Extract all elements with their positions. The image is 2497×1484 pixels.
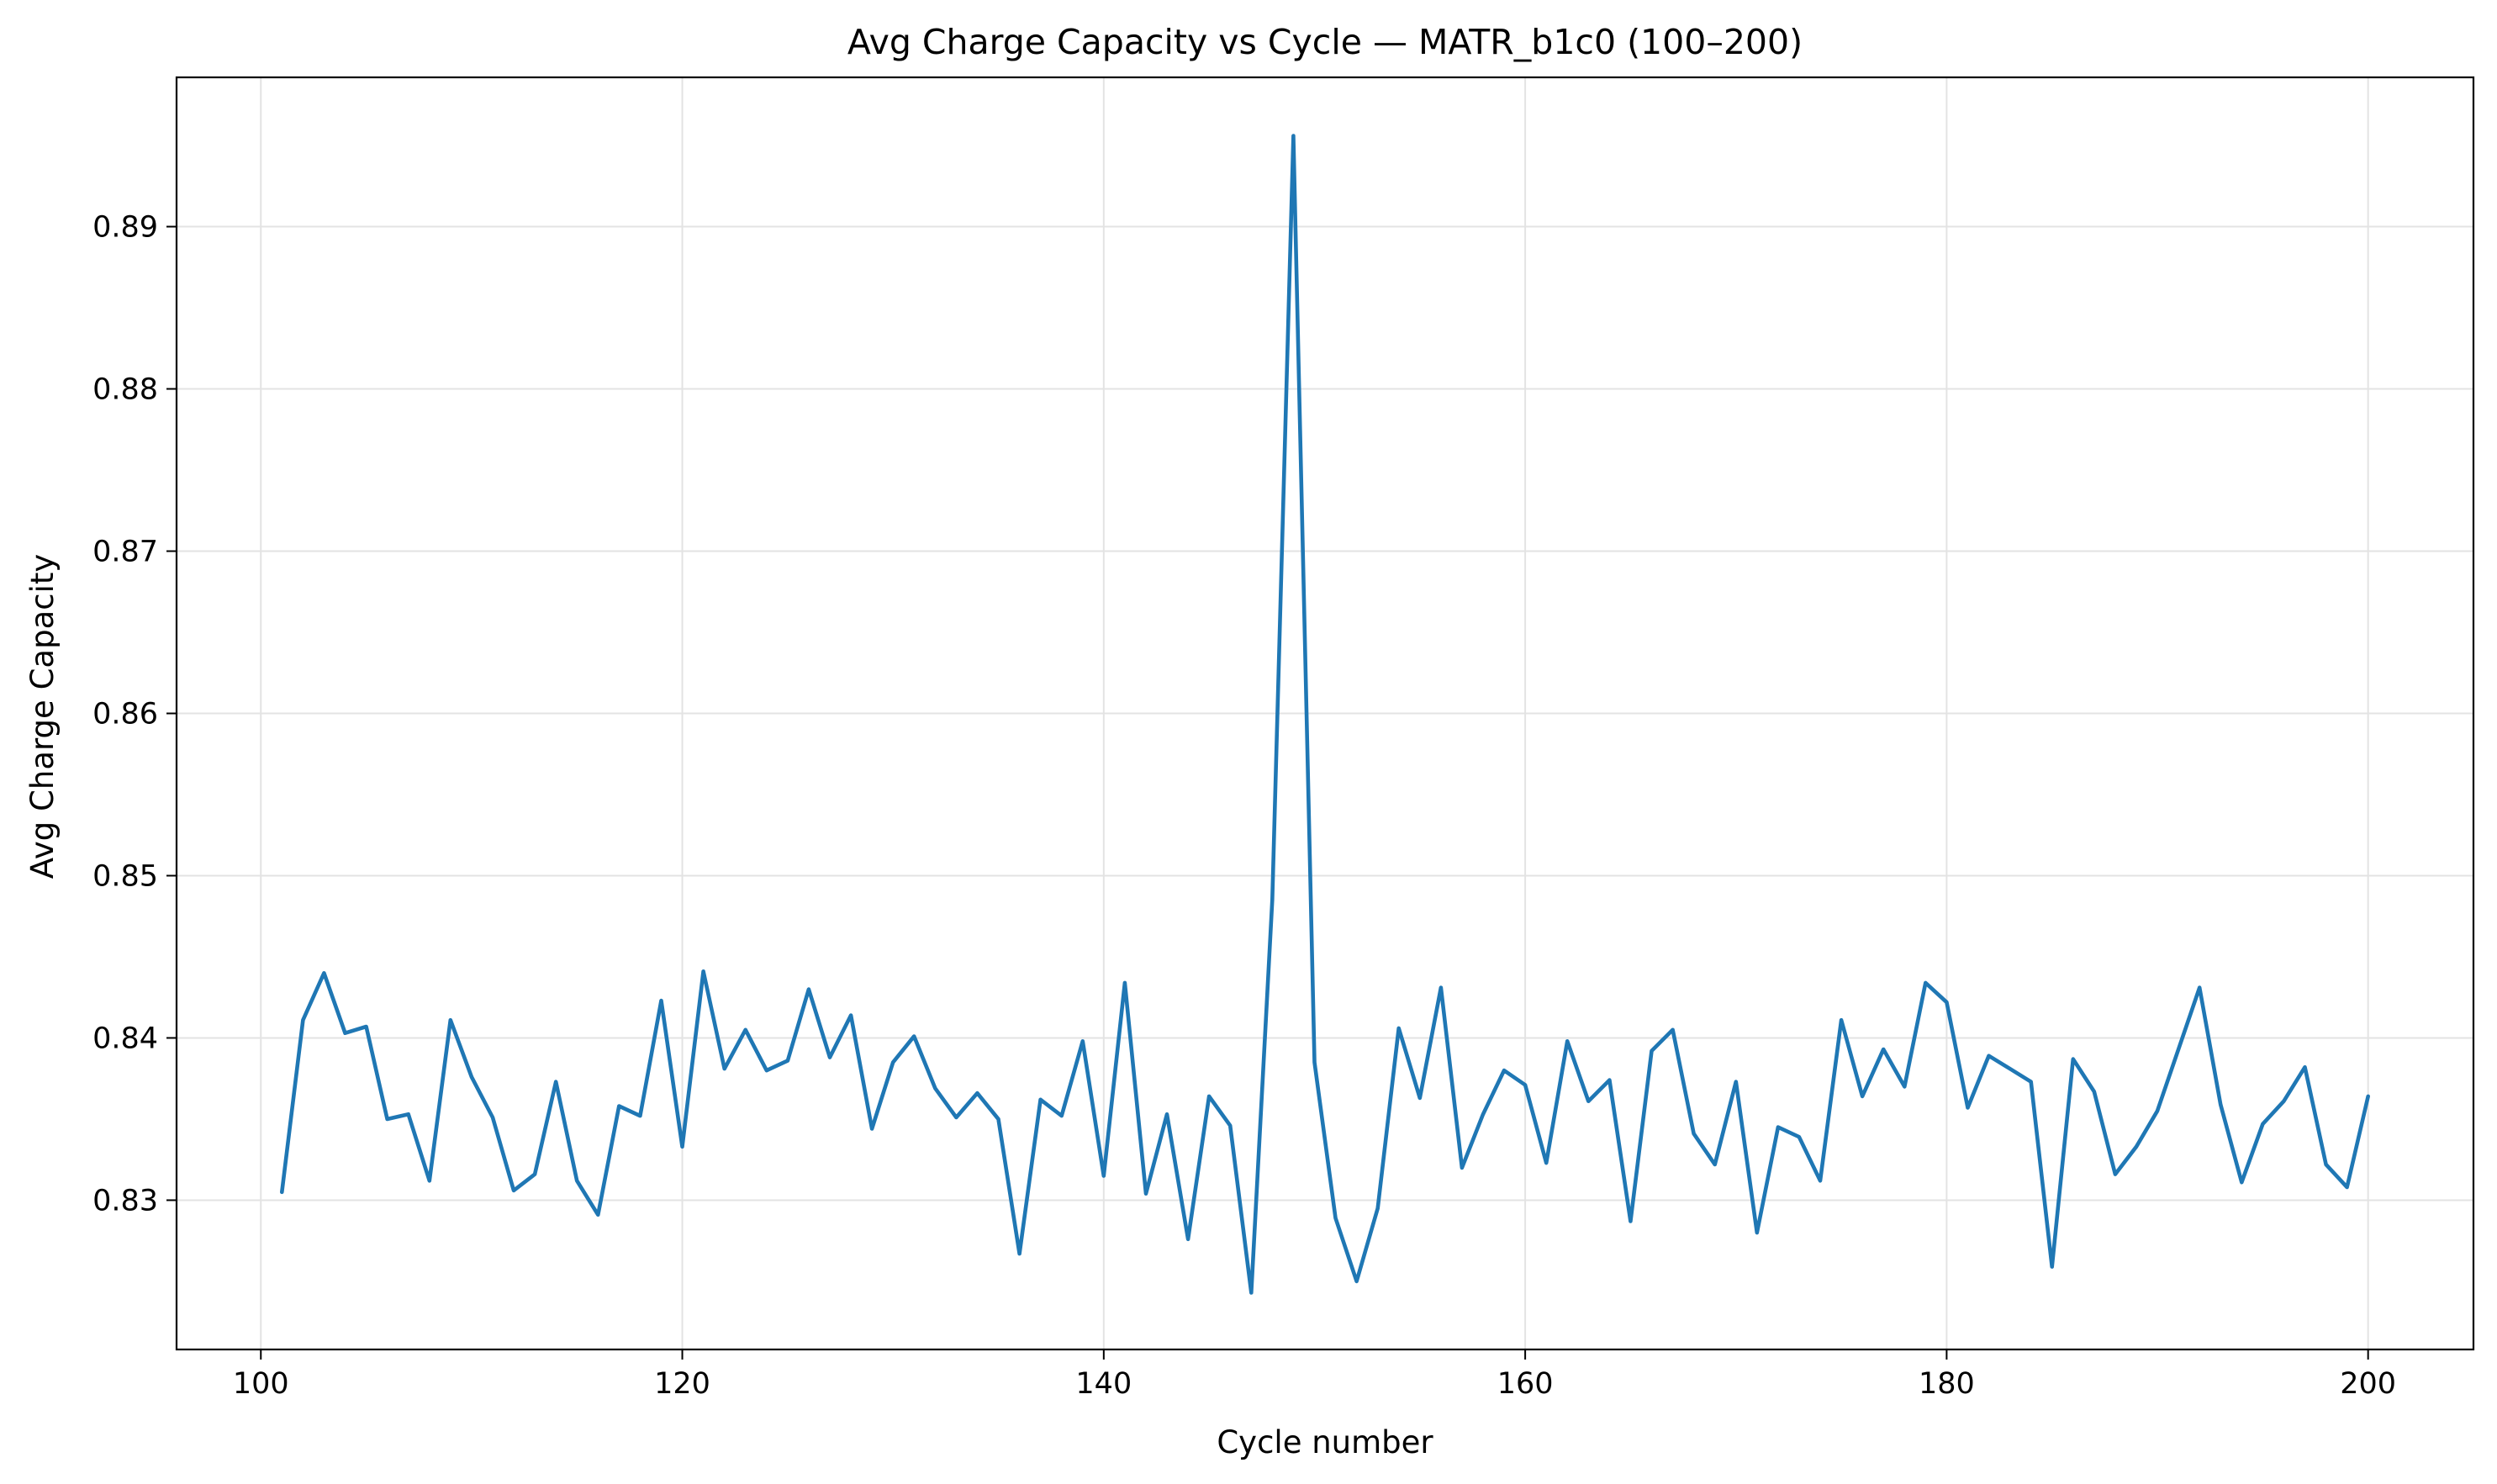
y-tick-label: 0.87 bbox=[92, 536, 158, 569]
chart-title: Avg Charge Capacity vs Cycle — MATR_b1c0… bbox=[847, 22, 1803, 62]
y-tick-label: 0.83 bbox=[92, 1184, 158, 1217]
x-tick-label: 140 bbox=[1075, 1367, 1132, 1401]
y-axis-label: Avg Charge Capacity bbox=[24, 554, 61, 879]
x-tick-label: 100 bbox=[233, 1367, 289, 1401]
x-tick-label: 160 bbox=[1497, 1367, 1554, 1401]
x-tick-label: 180 bbox=[1919, 1367, 1975, 1401]
x-tick-label: 200 bbox=[2340, 1367, 2396, 1401]
x-axis-label: Cycle number bbox=[1217, 1424, 1433, 1460]
x-tick-label: 120 bbox=[654, 1367, 710, 1401]
grid bbox=[177, 77, 2473, 1349]
y-tick-label: 0.86 bbox=[92, 698, 158, 731]
y-tick-label: 0.84 bbox=[92, 1022, 158, 1055]
series-line-MATR_b1c0 bbox=[279, 134, 2370, 1295]
y-tick-label: 0.85 bbox=[92, 859, 158, 893]
axis-ticks: 100 120 140 160 180 200 0.83 0.84 0.85 0.86 0.87 0.… bbox=[92, 211, 2396, 1401]
series-layer bbox=[279, 134, 2370, 1295]
y-tick-label: 0.88 bbox=[92, 373, 158, 407]
y-tick-label: 0.89 bbox=[92, 211, 158, 245]
